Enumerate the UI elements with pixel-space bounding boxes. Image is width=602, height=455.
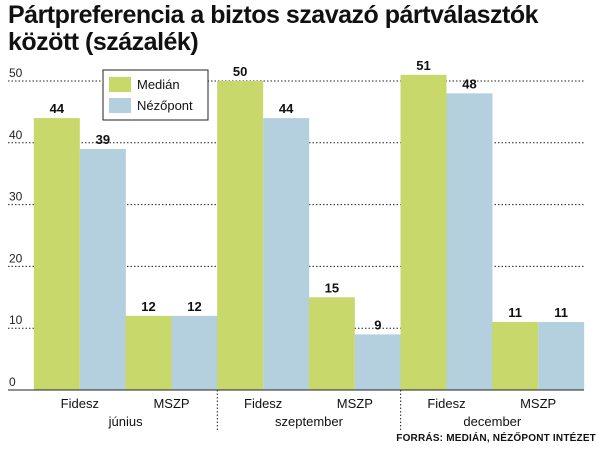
data-label: 44 (50, 101, 65, 116)
data-label: 50 (233, 64, 247, 79)
data-label: 9 (374, 317, 381, 332)
bar (308, 297, 355, 390)
data-label: 44 (279, 101, 294, 116)
bar (446, 93, 493, 391)
bar (354, 334, 401, 390)
group-label: június (108, 414, 143, 429)
chart-title: Pártpreferencia a biztos szavazó pártvál… (8, 1, 539, 56)
data-label: 11 (508, 305, 522, 320)
bar (217, 81, 264, 390)
data-label: 39 (96, 132, 110, 147)
y-tick-label: 10 (9, 313, 23, 327)
data-label: 15 (325, 280, 339, 295)
y-tick-label: 40 (9, 128, 23, 142)
legend: Medián Nézőpont (102, 69, 209, 121)
data-label: 48 (462, 76, 476, 91)
legend-label: Medián (137, 77, 180, 92)
data-label: 12 (187, 299, 201, 314)
bar (400, 74, 447, 390)
legend-label: Nézőpont (137, 98, 193, 113)
bar (125, 315, 172, 390)
y-tick-label: 0 (9, 375, 16, 389)
bar (263, 118, 310, 390)
category-label: Fidesz (244, 396, 282, 411)
legend-swatch (109, 77, 131, 92)
data-label: 12 (141, 299, 155, 314)
bar (79, 148, 126, 390)
group-label: szeptember (275, 414, 344, 429)
category-label: Fidesz (61, 396, 99, 411)
bars: 44 39 12 12 50 44 15 9 51 48 11 11 (33, 58, 585, 391)
bar (33, 118, 80, 390)
y-tick-label: 50 (9, 66, 23, 80)
bar (171, 315, 218, 390)
bar (492, 322, 539, 390)
y-tick-label: 20 (9, 251, 23, 265)
legend-swatch (109, 98, 131, 113)
bar (538, 322, 585, 390)
category-label: MSZP (153, 396, 189, 411)
category-label: MSZP (337, 396, 373, 411)
group-label: december (463, 414, 521, 429)
category-label: MSZP (520, 396, 556, 411)
x-axis: Fidesz MSZP Fidesz MSZP Fidesz MSZP június szep… (8, 389, 584, 432)
data-label: 11 (554, 305, 568, 320)
data-label: 51 (416, 58, 430, 73)
source-note: FORRÁS: MEDIÁN, NÉZŐPONT INTÉZET (396, 433, 596, 444)
category-label: Fidesz (427, 396, 465, 411)
y-tick-label: 30 (9, 190, 23, 204)
